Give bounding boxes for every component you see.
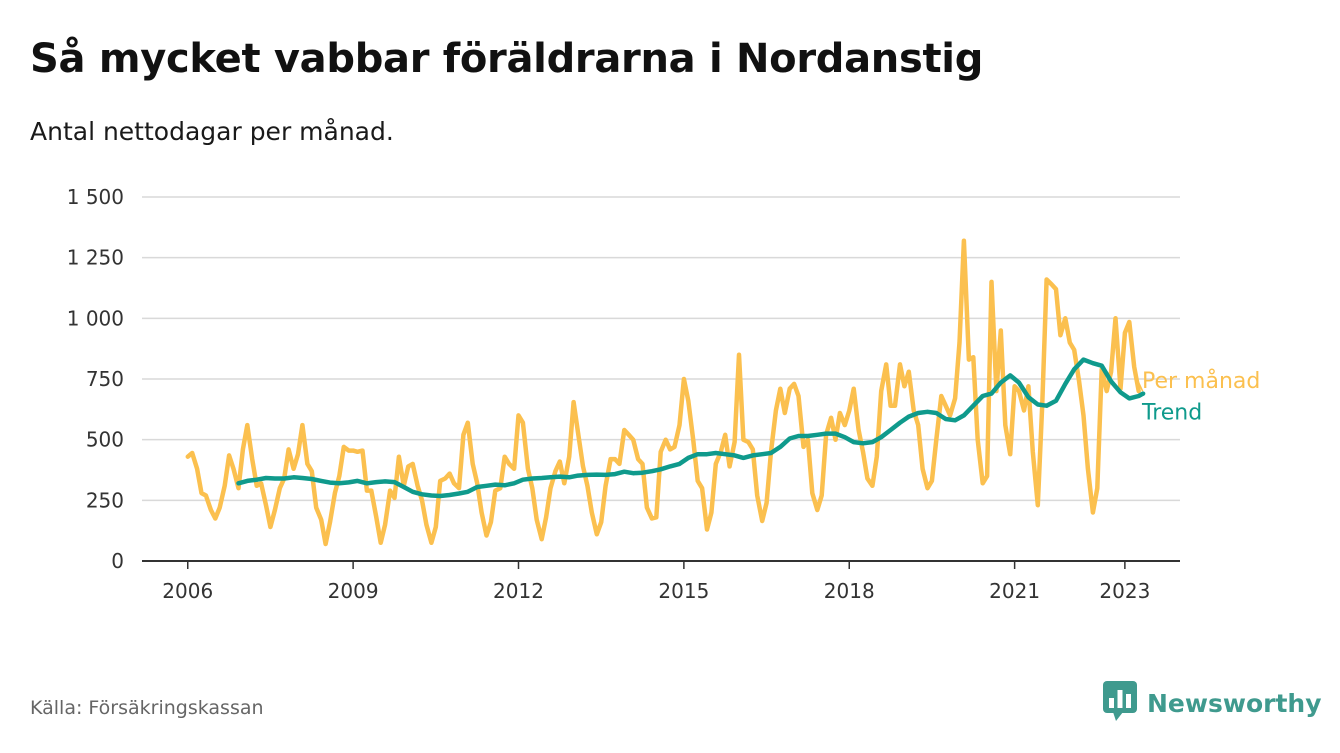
x-tick-label: 2018 — [824, 579, 875, 603]
series-label-1: Trend — [1141, 401, 1202, 426]
y-tick-label: 0 — [111, 549, 124, 573]
y-axis-ticks: 0 250 500 750 1 000 1 250 1 500 — [67, 185, 124, 573]
brand-logo[interactable]: Newsworthy — [1103, 681, 1322, 725]
chart-title: Så mycket vabbar föräldrarna i Nordansti… — [30, 36, 984, 82]
y-tick-label: 1 000 — [67, 306, 124, 330]
x-tick-label: 2012 — [493, 579, 544, 603]
series-line-1 — [236, 357, 1146, 499]
x-tick-label: 2006 — [162, 579, 213, 603]
y-tick-label: 250 — [86, 488, 124, 512]
series-line-0 — [185, 238, 1141, 547]
series-labels: Per månad Trend — [1137, 368, 1260, 426]
y-tick-label: 500 — [86, 428, 124, 452]
series-label-connector — [1137, 380, 1144, 392]
source-note: Källa: Försäkringskassan — [30, 697, 264, 719]
x-tick-label: 2009 — [328, 579, 379, 603]
x-tick-label: 2015 — [658, 579, 709, 603]
x-axis-ticks: 2006 2009 2012 2015 2018 2021 2023 — [142, 560, 1180, 603]
x-tick-label: 2021 — [989, 579, 1040, 603]
bar-chart-speech-bubble-icon — [1103, 681, 1137, 725]
chart-subtitle: Antal nettodagar per månad. — [30, 117, 394, 146]
series-label-0: Per månad — [1142, 368, 1260, 394]
y-tick-label: 750 — [86, 367, 124, 391]
x-tick-label: 2023 — [1099, 579, 1150, 603]
series-lines — [185, 238, 1146, 547]
brand-name: Newsworthy — [1147, 688, 1322, 718]
y-tick-label: 1 250 — [67, 246, 124, 270]
y-tick-label: 1 500 — [67, 185, 124, 209]
